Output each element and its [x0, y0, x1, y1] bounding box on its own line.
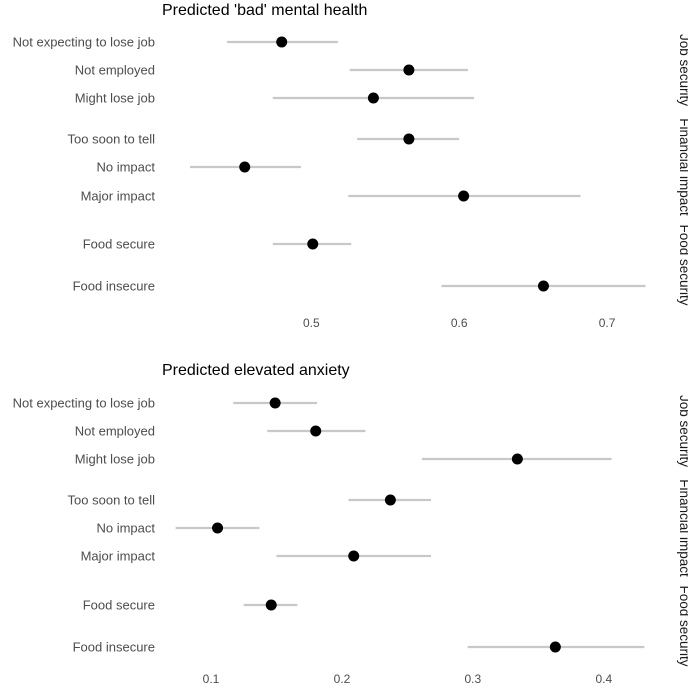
- estimate-point: [384, 494, 396, 506]
- estimate-point: [537, 280, 549, 292]
- mental-health-marks: Job security Not expecting to lose job Not…: [13, 34, 688, 306]
- strip-label-job-security: Job security: [677, 395, 688, 467]
- row-label: Food insecure: [73, 279, 155, 294]
- estimate-point: [367, 92, 379, 104]
- estimate-point: [307, 238, 319, 250]
- row-label: Not expecting to lose job: [13, 396, 155, 411]
- chart-title: Predicted 'bad' mental health: [162, 2, 367, 19]
- row-label: No impact: [96, 160, 155, 175]
- estimate-point: [239, 161, 251, 173]
- estimate-point: [348, 550, 360, 562]
- strip-label-food-security: Food security: [677, 585, 688, 666]
- row-label: Not employed: [75, 63, 155, 78]
- estimate-point: [549, 641, 561, 653]
- row-label: Not employed: [75, 424, 155, 439]
- x-tick-label: 0.6: [451, 316, 468, 330]
- x-tick-label: 0.4: [595, 672, 612, 686]
- estimate-point: [403, 64, 415, 76]
- mental-health-x-axis: 0.5 0.6 0.7: [303, 316, 616, 330]
- strip-label-financial-impact: Financial impact: [677, 479, 688, 577]
- estimate-point: [310, 425, 322, 437]
- estimate-point: [265, 599, 277, 611]
- estimate-point: [458, 190, 470, 202]
- anxiety-marks: Job security Not expecting to lose job Not…: [13, 395, 688, 667]
- x-tick-label: 0.3: [465, 672, 482, 686]
- anxiety-x-axis: 0.1 0.2 0.3 0.4: [203, 672, 613, 686]
- row-label: Major impact: [81, 549, 156, 564]
- strip-label-food-security: Food security: [677, 224, 688, 305]
- anxiety-panel: Predicted elevated anxiety Job security N…: [13, 362, 688, 686]
- row-label: Food insecure: [73, 640, 155, 655]
- x-tick-label: 0.5: [303, 316, 320, 330]
- row-label: Food secure: [83, 598, 155, 613]
- estimate-point: [511, 453, 523, 465]
- mental-health-panel: Predicted 'bad' mental health Job securi…: [13, 2, 688, 330]
- strip-label-financial-impact: Financial impact: [677, 118, 688, 216]
- row-label: Not expecting to lose job: [13, 35, 155, 50]
- estimate-point: [403, 133, 415, 145]
- row-label: Might lose job: [75, 91, 155, 106]
- row-label: Food secure: [83, 237, 155, 252]
- x-tick-label: 0.1: [203, 672, 220, 686]
- chart-title: Predicted elevated anxiety: [162, 362, 350, 379]
- strip-label-job-security: Job security: [677, 34, 688, 106]
- x-tick-label: 0.2: [334, 672, 351, 686]
- estimate-point: [276, 36, 288, 48]
- row-label: No impact: [96, 521, 155, 536]
- row-label: Too soon to tell: [68, 132, 156, 147]
- row-label: Major impact: [81, 189, 156, 204]
- row-label: Too soon to tell: [68, 493, 156, 508]
- estimate-point: [269, 397, 281, 409]
- row-label: Might lose job: [75, 452, 155, 467]
- x-tick-label: 0.7: [599, 316, 616, 330]
- estimate-point: [212, 522, 224, 534]
